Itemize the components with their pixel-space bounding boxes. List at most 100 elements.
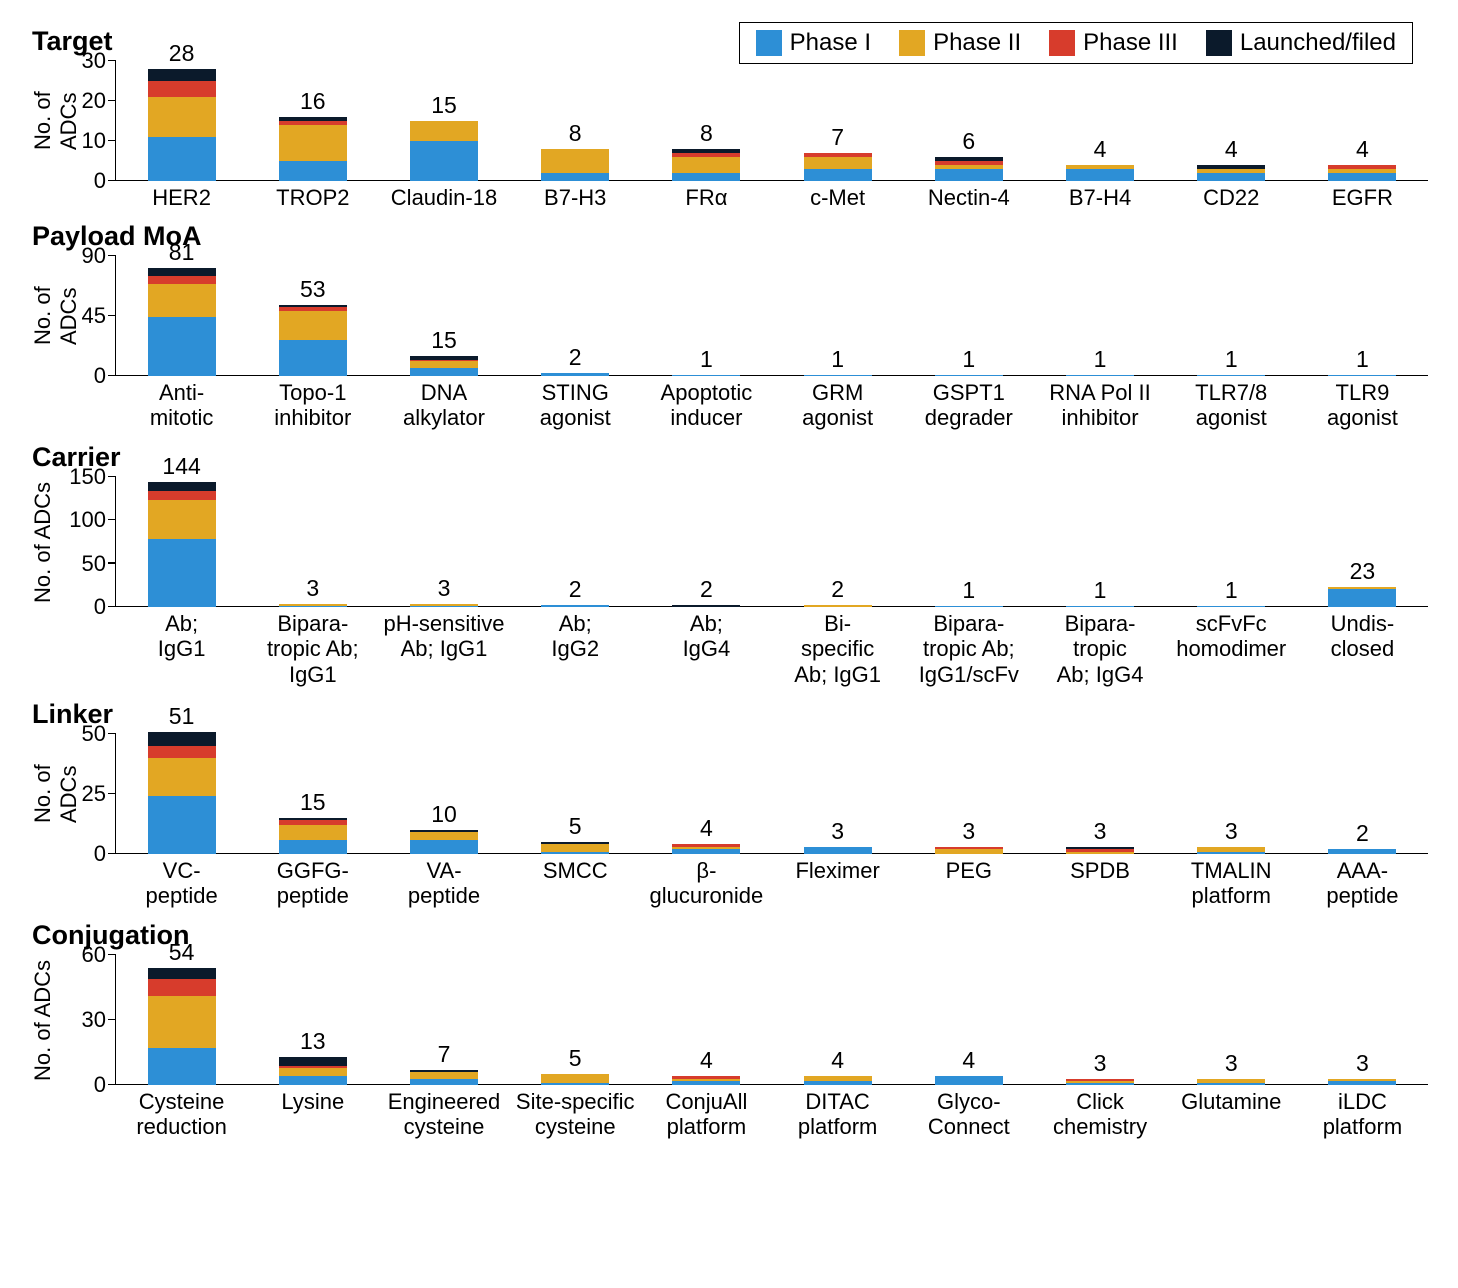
bar-segment-phase1 (1197, 173, 1265, 181)
bar-segment-phase1 (1328, 173, 1396, 181)
bar-total-label: 144 (162, 453, 200, 482)
stacked-bar: 1 (804, 375, 872, 376)
x-tick-label: B7-H4 (1034, 181, 1165, 213)
bar-slot: 6 (903, 61, 1034, 181)
bar-segment-phase3 (148, 746, 216, 758)
y-tick-label: 0 (94, 363, 106, 389)
bar-segment-phase1 (541, 373, 609, 376)
bar-total-label: 3 (831, 818, 844, 847)
x-tick-label: Nectin-4 (903, 181, 1034, 213)
y-axis-label: No. of ADCs (30, 256, 56, 376)
y-tick-mark (108, 793, 116, 795)
bar-slot: 1 (1166, 477, 1297, 607)
stacked-bar: 3 (935, 847, 1003, 854)
bar-slot: 10 (378, 734, 509, 854)
y-axis: 050100150 (62, 477, 116, 607)
stacked-bar: 15 (410, 121, 478, 181)
x-tick-label: Apoptoticinducer (641, 376, 772, 434)
y-tick-mark (108, 606, 116, 608)
stacked-bar: 1 (1066, 606, 1134, 607)
stacked-bar: 7 (804, 153, 872, 181)
bar-segment-phase2 (148, 97, 216, 137)
bar-total-label: 2 (1356, 820, 1369, 849)
bar-segment-phase2 (804, 605, 872, 607)
stacked-bar: 1 (1066, 375, 1134, 376)
bar-segment-phase1 (1197, 1083, 1265, 1085)
bar-total-label: 5 (569, 1045, 582, 1074)
y-tick-mark (108, 100, 116, 102)
bar-total-label: 4 (1356, 136, 1369, 165)
bar-total-label: 3 (1225, 1050, 1238, 1079)
panel-title: Conjugation (32, 920, 1428, 951)
y-tick-label: 0 (94, 1072, 106, 1098)
bar-segment-phase1 (935, 606, 1003, 607)
bar-total-label: 3 (1094, 1050, 1107, 1079)
bar-total-label: 1 (962, 577, 975, 606)
bar-total-label: 1 (1094, 346, 1107, 375)
stacked-bar: 6 (935, 157, 1003, 181)
y-axis: 04590 (62, 256, 116, 376)
bar-segment-phase2 (1066, 852, 1134, 854)
x-tick-label: DNAalkylator (378, 376, 509, 434)
y-tick-mark (108, 476, 116, 478)
bar-total-label: 3 (1094, 818, 1107, 847)
bar-total-label: 15 (300, 789, 326, 818)
bar-segment-phase1 (541, 605, 609, 607)
bar-slot: 3 (1166, 955, 1297, 1085)
bar-slot: 7 (772, 61, 903, 181)
x-tick-label: Ab;IgG4 (641, 607, 772, 691)
x-tick-label: Glutamine (1166, 1085, 1297, 1143)
stacked-bar: 8 (672, 149, 740, 181)
bar-total-label: 7 (438, 1041, 451, 1070)
bar-slot: 1 (1034, 477, 1165, 607)
x-tick-label: VA-peptide (378, 854, 509, 912)
panel-title: Payload MoA (32, 221, 1428, 252)
bar-segment-phase1 (410, 606, 478, 607)
stacked-bar: 3 (1197, 847, 1265, 854)
bar-total-label: 1 (1094, 577, 1107, 606)
bar-segment-launched (148, 482, 216, 491)
plot: No. of ADCs0501001501443322211123 (30, 477, 1428, 607)
stacked-bar: 3 (410, 604, 478, 607)
bar-slot: 16 (247, 61, 378, 181)
bar-total-label: 4 (700, 815, 713, 844)
x-tick-label: c-Met (772, 181, 903, 213)
x-tick-label: GGFG-peptide (247, 854, 378, 912)
stacked-bar: 1 (1197, 375, 1265, 376)
bar-slot: 5 (510, 955, 641, 1085)
bar-segment-phase1 (672, 849, 740, 854)
stacked-bar: 7 (410, 1070, 478, 1085)
bar-segment-phase1 (148, 796, 216, 854)
bar-segment-phase3 (148, 979, 216, 996)
stacked-bar: 51 (148, 732, 216, 854)
bar-segment-phase3 (148, 276, 216, 284)
x-tick-label: Bipara-tropic Ab;IgG1 (247, 607, 378, 691)
y-axis-label: No. of ADCs (30, 61, 56, 181)
bar-segment-phase2 (148, 758, 216, 796)
bar-total-label: 1 (1356, 346, 1369, 375)
bar-segment-phase1 (1066, 606, 1134, 607)
plot: No. of ADCs045908153152111111 (30, 256, 1428, 376)
y-axis: 0102030 (62, 61, 116, 181)
chart-panel: LinkerNo. of ADCs025505115105433332VC-pe… (30, 699, 1428, 912)
x-tick-label: AAA-peptide (1297, 854, 1428, 912)
bar-total-label: 4 (1225, 136, 1238, 165)
bar-slot: 15 (378, 61, 509, 181)
bar-segment-phase2 (148, 996, 216, 1048)
stacked-bar: 10 (410, 830, 478, 854)
bar-slot: 15 (247, 734, 378, 854)
bar-segment-phase1 (1197, 852, 1265, 854)
bar-slot: 4 (1034, 61, 1165, 181)
bar-segment-phase2 (410, 121, 478, 141)
x-tick-label: Glyco-Connect (903, 1085, 1034, 1143)
bar-segment-phase1 (279, 840, 347, 854)
y-tick-mark (108, 315, 116, 317)
x-tick-label: RNA Pol IIinhibitor (1034, 376, 1165, 434)
bar-segment-phase1 (1066, 169, 1134, 181)
panels-container: TargetNo. of ADCs01020302816158876444HER… (30, 26, 1428, 1143)
bar-slot: 3 (378, 477, 509, 607)
x-tick-label: Ab;IgG1 (116, 607, 247, 691)
x-tick-label: DITACplatform (772, 1085, 903, 1143)
x-tick-label: Anti-mitotic (116, 376, 247, 434)
bar-slot: 2 (772, 477, 903, 607)
